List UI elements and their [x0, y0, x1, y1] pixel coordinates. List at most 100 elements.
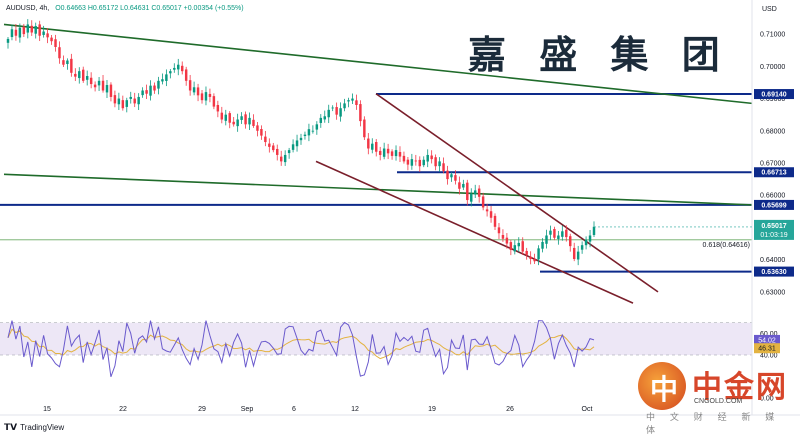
candle[interactable] [454, 170, 457, 185]
candle[interactable] [228, 111, 231, 129]
candle[interactable] [85, 70, 89, 86]
trendline[interactable] [315, 160, 634, 304]
candle[interactable] [121, 95, 125, 111]
candle[interactable] [303, 131, 307, 140]
candle[interactable] [216, 100, 220, 118]
candle[interactable] [212, 93, 216, 110]
candle[interactable] [319, 114, 323, 128]
candle[interactable] [501, 229, 505, 242]
candle[interactable] [545, 229, 548, 249]
candle[interactable] [311, 125, 315, 134]
candle[interactable] [537, 245, 540, 266]
candle[interactable] [470, 188, 473, 207]
candle[interactable] [291, 139, 295, 153]
candle[interactable] [82, 66, 85, 83]
candle[interactable] [446, 165, 449, 185]
trendline[interactable] [375, 93, 659, 293]
candle[interactable] [184, 66, 188, 86]
candle[interactable] [133, 92, 136, 108]
candle[interactable] [240, 112, 243, 124]
candle[interactable] [323, 110, 326, 123]
candle[interactable] [10, 24, 14, 41]
candle[interactable] [438, 157, 441, 172]
candle[interactable] [129, 91, 132, 104]
candle[interactable] [299, 133, 303, 145]
candle[interactable] [418, 156, 422, 172]
candle[interactable] [462, 179, 465, 191]
candle[interactable] [38, 20, 41, 42]
candle[interactable] [78, 67, 81, 84]
candle[interactable] [398, 146, 402, 163]
candle[interactable] [331, 105, 334, 112]
candle[interactable] [371, 138, 374, 154]
candle[interactable] [414, 154, 418, 166]
candle[interactable] [117, 92, 121, 110]
candle[interactable] [153, 82, 156, 94]
candle[interactable] [576, 245, 580, 266]
candle[interactable] [101, 75, 105, 93]
candle[interactable] [26, 19, 30, 39]
candle[interactable] [327, 104, 330, 124]
candle[interactable] [256, 122, 259, 137]
candle[interactable] [347, 97, 350, 108]
candle[interactable] [200, 89, 204, 104]
candle[interactable] [34, 22, 37, 39]
trendline[interactable] [3, 23, 753, 105]
candle[interactable] [188, 74, 192, 96]
candle[interactable] [485, 203, 489, 217]
candle[interactable] [533, 253, 536, 264]
candle[interactable] [572, 242, 576, 262]
candle[interactable] [236, 113, 239, 132]
candle[interactable] [46, 28, 49, 44]
candle[interactable] [6, 37, 10, 49]
candle[interactable] [580, 241, 584, 254]
candle[interactable] [173, 63, 176, 73]
candle[interactable] [513, 240, 517, 255]
candle[interactable] [406, 157, 410, 171]
candle[interactable] [279, 150, 283, 166]
candle[interactable] [422, 156, 425, 168]
candle[interactable] [390, 149, 394, 160]
candle[interactable] [497, 223, 501, 240]
candle[interactable] [430, 150, 433, 164]
candle[interactable] [339, 102, 342, 122]
current-price-tag[interactable] [754, 219, 794, 240]
candle[interactable] [272, 142, 275, 153]
candle[interactable] [565, 225, 568, 242]
candle[interactable] [169, 69, 172, 79]
candle[interactable] [244, 111, 247, 129]
candle[interactable] [477, 185, 481, 203]
candle[interactable] [276, 144, 279, 161]
candle[interactable] [30, 20, 33, 36]
candle[interactable] [113, 90, 117, 108]
candle[interactable] [105, 79, 109, 98]
candle[interactable] [224, 109, 227, 126]
candle[interactable] [592, 221, 596, 238]
candle[interactable] [54, 34, 57, 52]
candle[interactable] [489, 206, 493, 223]
candle[interactable] [125, 97, 129, 113]
candle[interactable] [355, 94, 358, 110]
candle[interactable] [584, 236, 588, 250]
candle[interactable] [378, 146, 382, 161]
candle[interactable] [509, 239, 513, 256]
candle[interactable] [493, 213, 497, 231]
candle[interactable] [295, 134, 299, 152]
candle[interactable] [58, 41, 61, 64]
candle[interactable] [93, 81, 97, 92]
candle[interactable] [363, 116, 366, 140]
candle[interactable] [220, 106, 224, 124]
candle[interactable] [260, 125, 263, 140]
candle[interactable] [588, 229, 592, 248]
candle[interactable] [382, 142, 386, 160]
candle[interactable] [473, 184, 477, 198]
candle[interactable] [248, 112, 251, 130]
tradingview-badge[interactable]: 𝗧𝗩 TradingView [4, 422, 64, 433]
candle[interactable] [18, 23, 22, 43]
candle[interactable] [521, 237, 524, 255]
candle[interactable] [315, 121, 319, 135]
candle[interactable] [287, 147, 291, 159]
candle[interactable] [283, 150, 287, 166]
candle[interactable] [442, 157, 445, 174]
